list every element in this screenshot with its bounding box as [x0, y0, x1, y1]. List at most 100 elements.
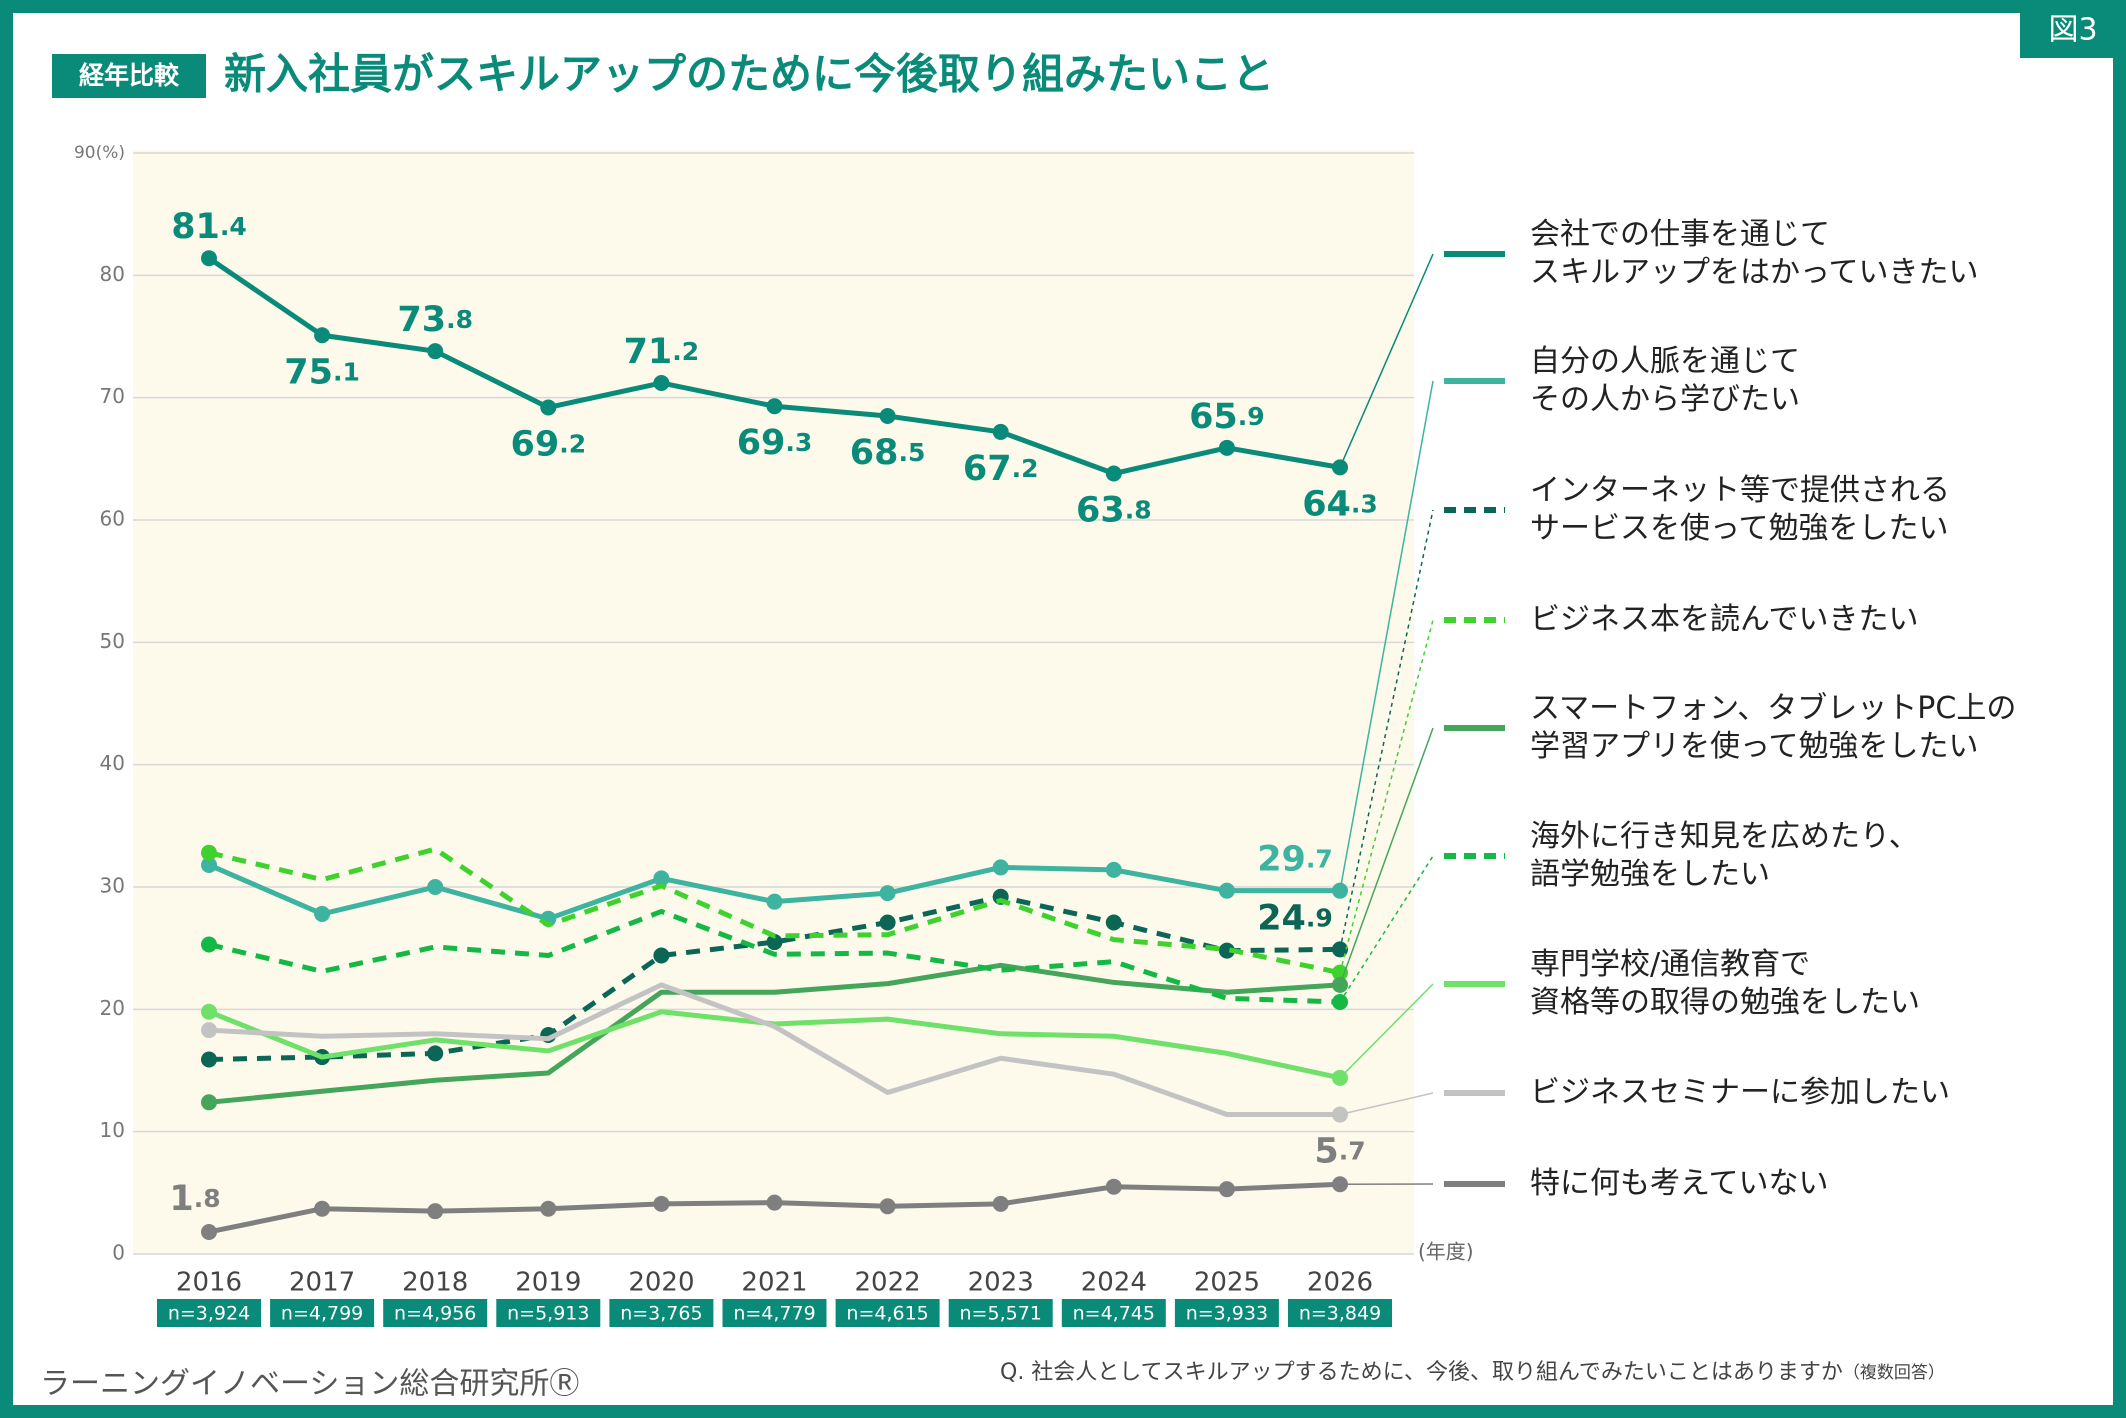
sample-size: n=3,924 [168, 1303, 250, 1325]
series-line [208, 846, 1341, 976]
value-label-int: 68 [850, 433, 899, 473]
series: 1.8 5.7 [169, 1131, 1505, 1240]
series [201, 982, 1505, 1123]
x-axis-label: (年度) [1418, 1240, 1474, 1264]
data-point [992, 1195, 1009, 1212]
data-point [201, 1051, 217, 1068]
legend-entry: スマートフォン、タブレットPC上の 学習アプリを使って勉強をしたい [1530, 691, 2017, 764]
x-tick-label: 2018 [402, 1268, 468, 1298]
value-label: 5.7 [1314, 1131, 1365, 1171]
x-tick-label: 2023 [968, 1268, 1034, 1298]
sample-size: n=3,933 [1186, 1303, 1268, 1325]
series [201, 617, 1505, 981]
data-point [766, 398, 783, 415]
data-point [653, 1195, 670, 1212]
sample-size: n=4,745 [1073, 1303, 1155, 1325]
sample-size-box [609, 1299, 714, 1327]
value-label-int: 71 [624, 332, 673, 372]
series: 29.7 [201, 378, 1505, 927]
data-point [766, 1194, 783, 1211]
data-point [1105, 1178, 1122, 1195]
data-point [1218, 439, 1235, 456]
legend-leader [1339, 380, 1434, 891]
legend-entry: インターネット等で提供される サービスを使って勉強をしたい [1530, 473, 1950, 546]
legend-leader [1339, 253, 1434, 468]
value-label-int: 64 [1302, 484, 1351, 524]
y-tick-label: 50 [100, 629, 125, 653]
data-point [879, 885, 896, 902]
data-point [879, 914, 896, 931]
data-point [201, 856, 217, 873]
y-tick-label: 20 [100, 996, 125, 1020]
data-point [1218, 942, 1235, 959]
figure-label: 図3 [2048, 13, 2097, 48]
sample-size-box [157, 1299, 261, 1327]
value-label-dec: .7 [1339, 1136, 1366, 1165]
sample-size-box [270, 1299, 375, 1327]
data-point [1105, 465, 1122, 482]
data-point [992, 423, 1009, 440]
legend-leader [1339, 983, 1434, 1079]
series: 81.475.173.869.271.269.3 68.5 67.263.865.9… [171, 207, 1505, 531]
sample-size-box [722, 1299, 827, 1327]
sample-size: n=4,799 [281, 1303, 363, 1325]
value-label-int: 1 [169, 1179, 193, 1219]
value-label: 81.4 [171, 207, 247, 247]
data-point [427, 1045, 444, 1062]
value-label: 24.9 [1257, 898, 1333, 938]
legend-entry: 特に何も考えていない [1530, 1166, 1829, 1201]
value-label-int: 67 [963, 449, 1012, 489]
value-label: 1.8 [169, 1179, 220, 1219]
value-label: 69.3 [737, 423, 813, 463]
data-point [201, 1022, 217, 1039]
value-label: 29.7 [1257, 840, 1333, 880]
value-label-int: 24 [1257, 898, 1306, 938]
data-point [314, 905, 331, 922]
data-point [201, 250, 217, 267]
value-label-dec: .4 [220, 212, 247, 241]
data-point [427, 1203, 444, 1220]
data-point [1218, 882, 1235, 899]
data-point [992, 859, 1009, 876]
y-tick-label: 0 [112, 1241, 125, 1265]
legend-leader [1339, 855, 1434, 1003]
data-point [879, 408, 896, 425]
x-tick-label: 2024 [1081, 1268, 1147, 1298]
y-tick-label: 70 [100, 384, 125, 408]
series [201, 725, 1505, 1111]
y-tick-label: 80 [100, 262, 125, 286]
data-point [201, 1223, 217, 1240]
value-label: 65.9 [1189, 397, 1265, 437]
value-label: 69.2 [510, 424, 586, 464]
sample-size: n=4,779 [733, 1303, 815, 1325]
data-point [201, 936, 217, 953]
value-label: 63.8 [1076, 491, 1152, 531]
value-label-dec: .8 [194, 1184, 221, 1213]
value-label-dec: .8 [446, 305, 473, 334]
legend-entry: 自分の人脈を通じて その人から学びたい [1530, 344, 1800, 417]
value-label-dec: .3 [785, 428, 812, 457]
series-line [208, 908, 1341, 1005]
value-label-dec: .2 [1012, 454, 1039, 483]
question: Q. 社会人としてスキルアップするために、今後、取り組んでみたいことはありますか… [1000, 1360, 1945, 1385]
series: 24.9 [201, 507, 1505, 1068]
data-point [653, 947, 670, 964]
source: ラーニングイノベーション総合研究所Ⓡ [40, 1367, 579, 1402]
value-label: 64.3 [1302, 484, 1378, 524]
legend-leader [1339, 1092, 1434, 1116]
legend-entry: 海外に行き知見を広めたり、 語学勉強をしたい [1530, 819, 1919, 892]
legend-entry: ビジネスセミナーに参加したい [1530, 1075, 1950, 1110]
x-tick-label: 2020 [628, 1268, 694, 1298]
value-label-int: 75 [284, 352, 333, 392]
value-label-int: 63 [1076, 491, 1125, 531]
data-point [201, 1003, 217, 1020]
series [201, 853, 1505, 1010]
value-label-int: 69 [510, 424, 559, 464]
value-label-dec: .2 [559, 429, 586, 458]
sample-size-box [496, 1299, 601, 1327]
value-label: 71.2 [624, 332, 700, 372]
data-point [427, 879, 444, 895]
data-point [201, 1094, 217, 1111]
